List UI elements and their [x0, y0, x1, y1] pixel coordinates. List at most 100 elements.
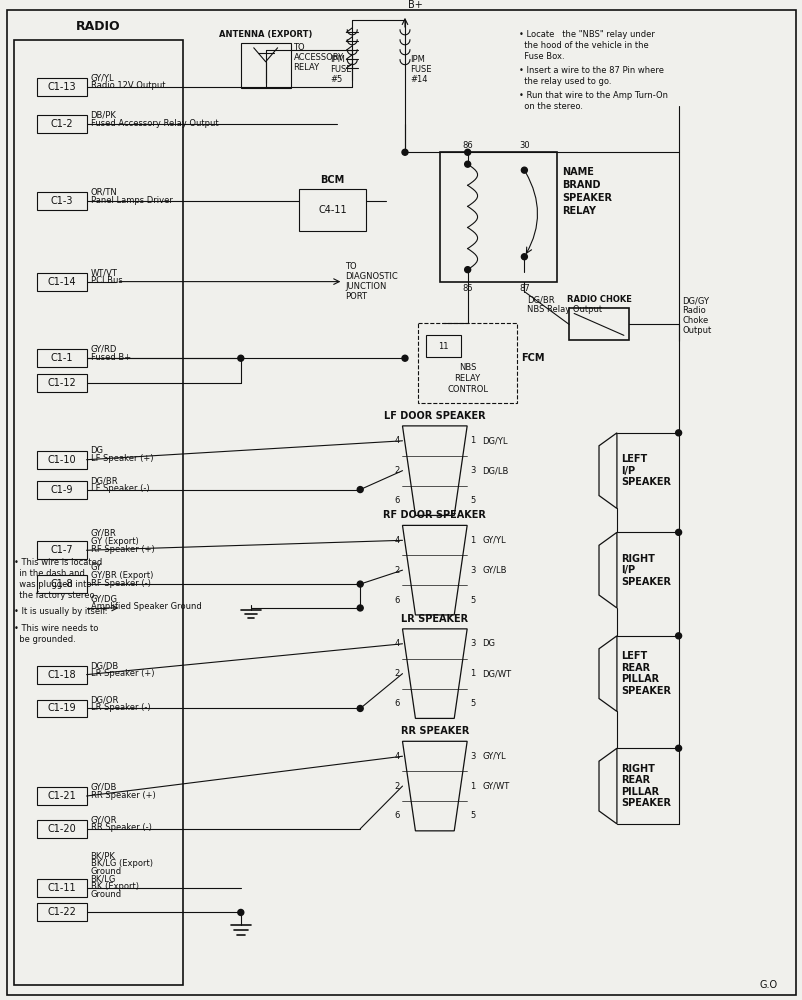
Text: RR SPEAKER: RR SPEAKER	[400, 726, 468, 736]
Text: GY/DG: GY/DG	[91, 595, 117, 604]
Text: 4: 4	[394, 752, 399, 761]
Bar	[425, 335, 460, 357]
Text: BK (Export): BK (Export)	[91, 882, 139, 891]
Text: Amplified Speaker Ground: Amplified Speaker Ground	[91, 602, 201, 611]
Text: GY/RD: GY/RD	[91, 345, 117, 354]
Text: #14: #14	[410, 75, 427, 84]
Text: GY/YL: GY/YL	[481, 536, 505, 545]
Text: FUSE: FUSE	[410, 65, 431, 74]
Text: DG/OR: DG/OR	[91, 695, 119, 704]
Text: LR Speaker (+): LR Speaker (+)	[91, 669, 154, 678]
Text: DG/YL: DG/YL	[481, 436, 507, 445]
Text: Ground: Ground	[91, 867, 122, 876]
Text: RIGHT
I/P
SPEAKER: RIGHT I/P SPEAKER	[620, 554, 670, 587]
Text: IPM: IPM	[330, 55, 345, 64]
Text: Radio: Radio	[682, 306, 706, 315]
Text: BK/LG: BK/LG	[91, 874, 115, 883]
Text: DG/LB: DG/LB	[481, 466, 508, 475]
Text: 1: 1	[469, 436, 475, 445]
Text: LF DOOR SPEAKER: LF DOOR SPEAKER	[383, 411, 485, 421]
Text: 3: 3	[469, 639, 475, 648]
Bar	[37, 78, 87, 96]
Text: • It is usually by itself.: • It is usually by itself.	[14, 607, 107, 616]
Text: RF DOOR SPEAKER: RF DOOR SPEAKER	[383, 510, 486, 520]
Text: 5: 5	[469, 496, 475, 505]
Text: NBS Relay Output: NBS Relay Output	[527, 305, 602, 314]
Text: RR Speaker (-): RR Speaker (-)	[91, 823, 152, 832]
Text: GY (Export): GY (Export)	[91, 537, 138, 546]
Text: Fuse Box.: Fuse Box.	[519, 52, 565, 61]
Text: FUSE: FUSE	[330, 65, 351, 74]
Bar	[37, 481, 87, 499]
Text: C1-18: C1-18	[47, 670, 76, 680]
Text: TO: TO	[294, 43, 305, 52]
Text: Fused B+: Fused B+	[91, 353, 131, 362]
Text: GY/OR: GY/OR	[91, 815, 117, 824]
Bar	[37, 374, 87, 392]
Text: C1-10: C1-10	[47, 455, 76, 465]
Text: RADIO CHOKE: RADIO CHOKE	[566, 295, 630, 304]
Text: • This wire is located: • This wire is located	[14, 558, 102, 567]
Text: GY/YL: GY/YL	[481, 752, 505, 761]
Text: DG/GY: DG/GY	[682, 296, 709, 305]
Text: RADIO: RADIO	[76, 20, 120, 33]
Text: RR Speaker (+): RR Speaker (+)	[91, 791, 155, 800]
Bar	[37, 787, 87, 805]
Text: 2: 2	[394, 566, 399, 575]
Bar	[37, 903, 87, 921]
Text: 5: 5	[469, 596, 475, 605]
Text: CONTROL: CONTROL	[447, 385, 488, 394]
Text: NBS: NBS	[459, 363, 476, 372]
Text: GY/BR: GY/BR	[91, 529, 116, 538]
Text: DG/WT: DG/WT	[481, 669, 511, 678]
Circle shape	[674, 430, 681, 436]
Text: C1-1: C1-1	[51, 353, 73, 363]
Text: Fused Accessory Relay Output: Fused Accessory Relay Output	[91, 119, 218, 128]
Text: 3: 3	[469, 466, 475, 475]
Text: GY: GY	[91, 563, 102, 572]
Text: GY/YL: GY/YL	[91, 73, 114, 82]
Circle shape	[237, 355, 244, 361]
Bar	[14, 40, 183, 985]
Bar	[417, 323, 516, 403]
Bar	[241, 43, 290, 88]
Text: DB/PK: DB/PK	[91, 111, 116, 120]
Text: GY/BR (Export): GY/BR (Export)	[91, 571, 152, 580]
Text: PCI Bus: PCI Bus	[91, 276, 122, 285]
Text: RELAY: RELAY	[561, 206, 595, 216]
Text: on the stereo.: on the stereo.	[519, 102, 583, 111]
Bar	[37, 192, 87, 210]
Text: Panel Lamps Driver: Panel Lamps Driver	[91, 196, 172, 205]
Text: C1-11: C1-11	[47, 883, 76, 893]
Text: DG: DG	[481, 639, 495, 648]
Bar	[37, 541, 87, 559]
Circle shape	[674, 529, 681, 535]
Text: • Locate   the "NBS" relay under: • Locate the "NBS" relay under	[519, 30, 654, 39]
Text: 4: 4	[394, 436, 399, 445]
Text: RIGHT
REAR
PILLAR
SPEAKER: RIGHT REAR PILLAR SPEAKER	[620, 764, 670, 808]
Text: FCM: FCM	[520, 353, 545, 363]
Text: the factory stereo.: the factory stereo.	[14, 591, 97, 600]
Text: LR Speaker (-): LR Speaker (-)	[91, 703, 150, 712]
Text: 1: 1	[469, 536, 475, 545]
Circle shape	[464, 267, 470, 273]
Circle shape	[674, 745, 681, 751]
Bar	[37, 451, 87, 469]
Text: C1-21: C1-21	[47, 791, 76, 801]
Text: C1-9: C1-9	[51, 485, 73, 495]
Text: RELAY: RELAY	[454, 374, 480, 383]
Text: 2: 2	[394, 669, 399, 678]
Text: C4-11: C4-11	[318, 205, 346, 215]
Text: WT/VT: WT/VT	[91, 268, 117, 277]
Text: C1-13: C1-13	[47, 82, 76, 92]
Text: RF Speaker (+): RF Speaker (+)	[91, 545, 154, 554]
Text: 3: 3	[469, 752, 475, 761]
Text: 6: 6	[394, 496, 399, 505]
Text: BCM: BCM	[320, 175, 344, 185]
Text: DG/BR: DG/BR	[527, 295, 554, 304]
Text: DG/BR: DG/BR	[91, 476, 118, 485]
Text: 30: 30	[518, 141, 529, 150]
Text: Ground: Ground	[91, 890, 122, 899]
Text: IPM: IPM	[410, 55, 424, 64]
Text: 1: 1	[469, 669, 475, 678]
